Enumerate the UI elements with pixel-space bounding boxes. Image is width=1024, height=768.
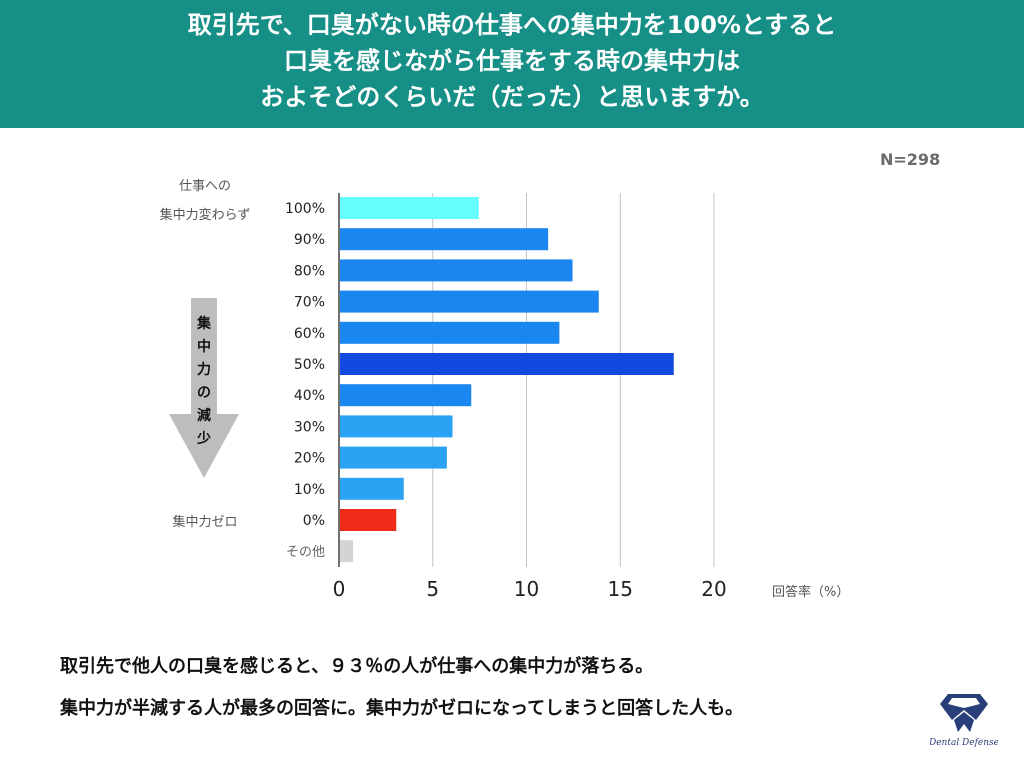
category-label: 0%: [303, 513, 325, 529]
arrow-char: 中: [197, 338, 211, 355]
arrow-char: の: [197, 385, 211, 401]
bar: [340, 384, 472, 407]
decrease-arrow: [169, 298, 239, 478]
footer-line-2: 集中力が半減する人が最多の回答に。集中力がゼロになってしまうと回答した人も。: [60, 698, 744, 719]
x-tick-label: 20: [701, 577, 726, 601]
category-label: 60%: [294, 326, 325, 342]
x-tick-label: 0: [333, 577, 346, 601]
side-label-top-1: 仕事への: [179, 179, 231, 194]
title-banner: 取引先で、口臭がない時の仕事への集中力を100%とすると 口臭を感じながら仕事を…: [0, 0, 1024, 128]
category-label: 20%: [294, 451, 325, 467]
x-tick-label: 10: [514, 577, 539, 601]
bar: [340, 197, 479, 219]
bar: [340, 321, 560, 344]
footer-line-1: 取引先で他人の口臭を感じると、９３％の人が仕事への集中力が落ちる。: [60, 656, 654, 677]
dental-defense-logo: Dental Defense: [930, 694, 998, 748]
arrow-char: 少: [196, 430, 211, 447]
bar: [340, 540, 354, 563]
logo-text: Dental Defense: [930, 738, 998, 748]
x-tick-label: 5: [426, 577, 439, 601]
side-label-top-2: 集中力変わらず: [160, 207, 251, 223]
title-line-1: 取引先で、口臭がない時の仕事への集中力を100%とすると: [187, 11, 837, 39]
title-line-3: およそどのくらいだ（だった）と思いますか。: [260, 83, 764, 111]
bar: [340, 415, 453, 438]
bar: [340, 259, 573, 282]
category-label: 70%: [294, 295, 325, 311]
category-label: 50%: [294, 357, 325, 373]
bar: [340, 446, 447, 469]
bar: [340, 228, 549, 251]
bar: [340, 477, 404, 500]
x-axis-label: 回答率（%）: [772, 584, 849, 600]
category-label: 10%: [294, 482, 325, 498]
category-label: 40%: [294, 388, 325, 404]
bar: [340, 290, 599, 313]
arrow-char: 集: [196, 315, 212, 332]
bar: [340, 509, 397, 531]
sample-size-label: N=298: [880, 150, 941, 169]
category-label: 100%: [285, 201, 325, 217]
x-tick-label: 15: [608, 577, 633, 601]
title-line-2: 口臭を感じながら仕事をする時の集中力は: [284, 47, 740, 75]
bar: [340, 353, 674, 375]
category-label: その他: [286, 545, 325, 560]
arrow-char: 減: [197, 407, 211, 424]
bar-chart: 100% 90% 80% 70% 60% 50% 40% 30% 20% 10% 0% その他 0 5 1…: [160, 179, 850, 601]
category-label: 30%: [294, 419, 325, 435]
category-label: 80%: [294, 263, 325, 279]
side-label-bottom: 集中力ゼロ: [172, 514, 237, 530]
arrow-char: 力: [197, 361, 211, 378]
category-label: 90%: [294, 232, 325, 248]
